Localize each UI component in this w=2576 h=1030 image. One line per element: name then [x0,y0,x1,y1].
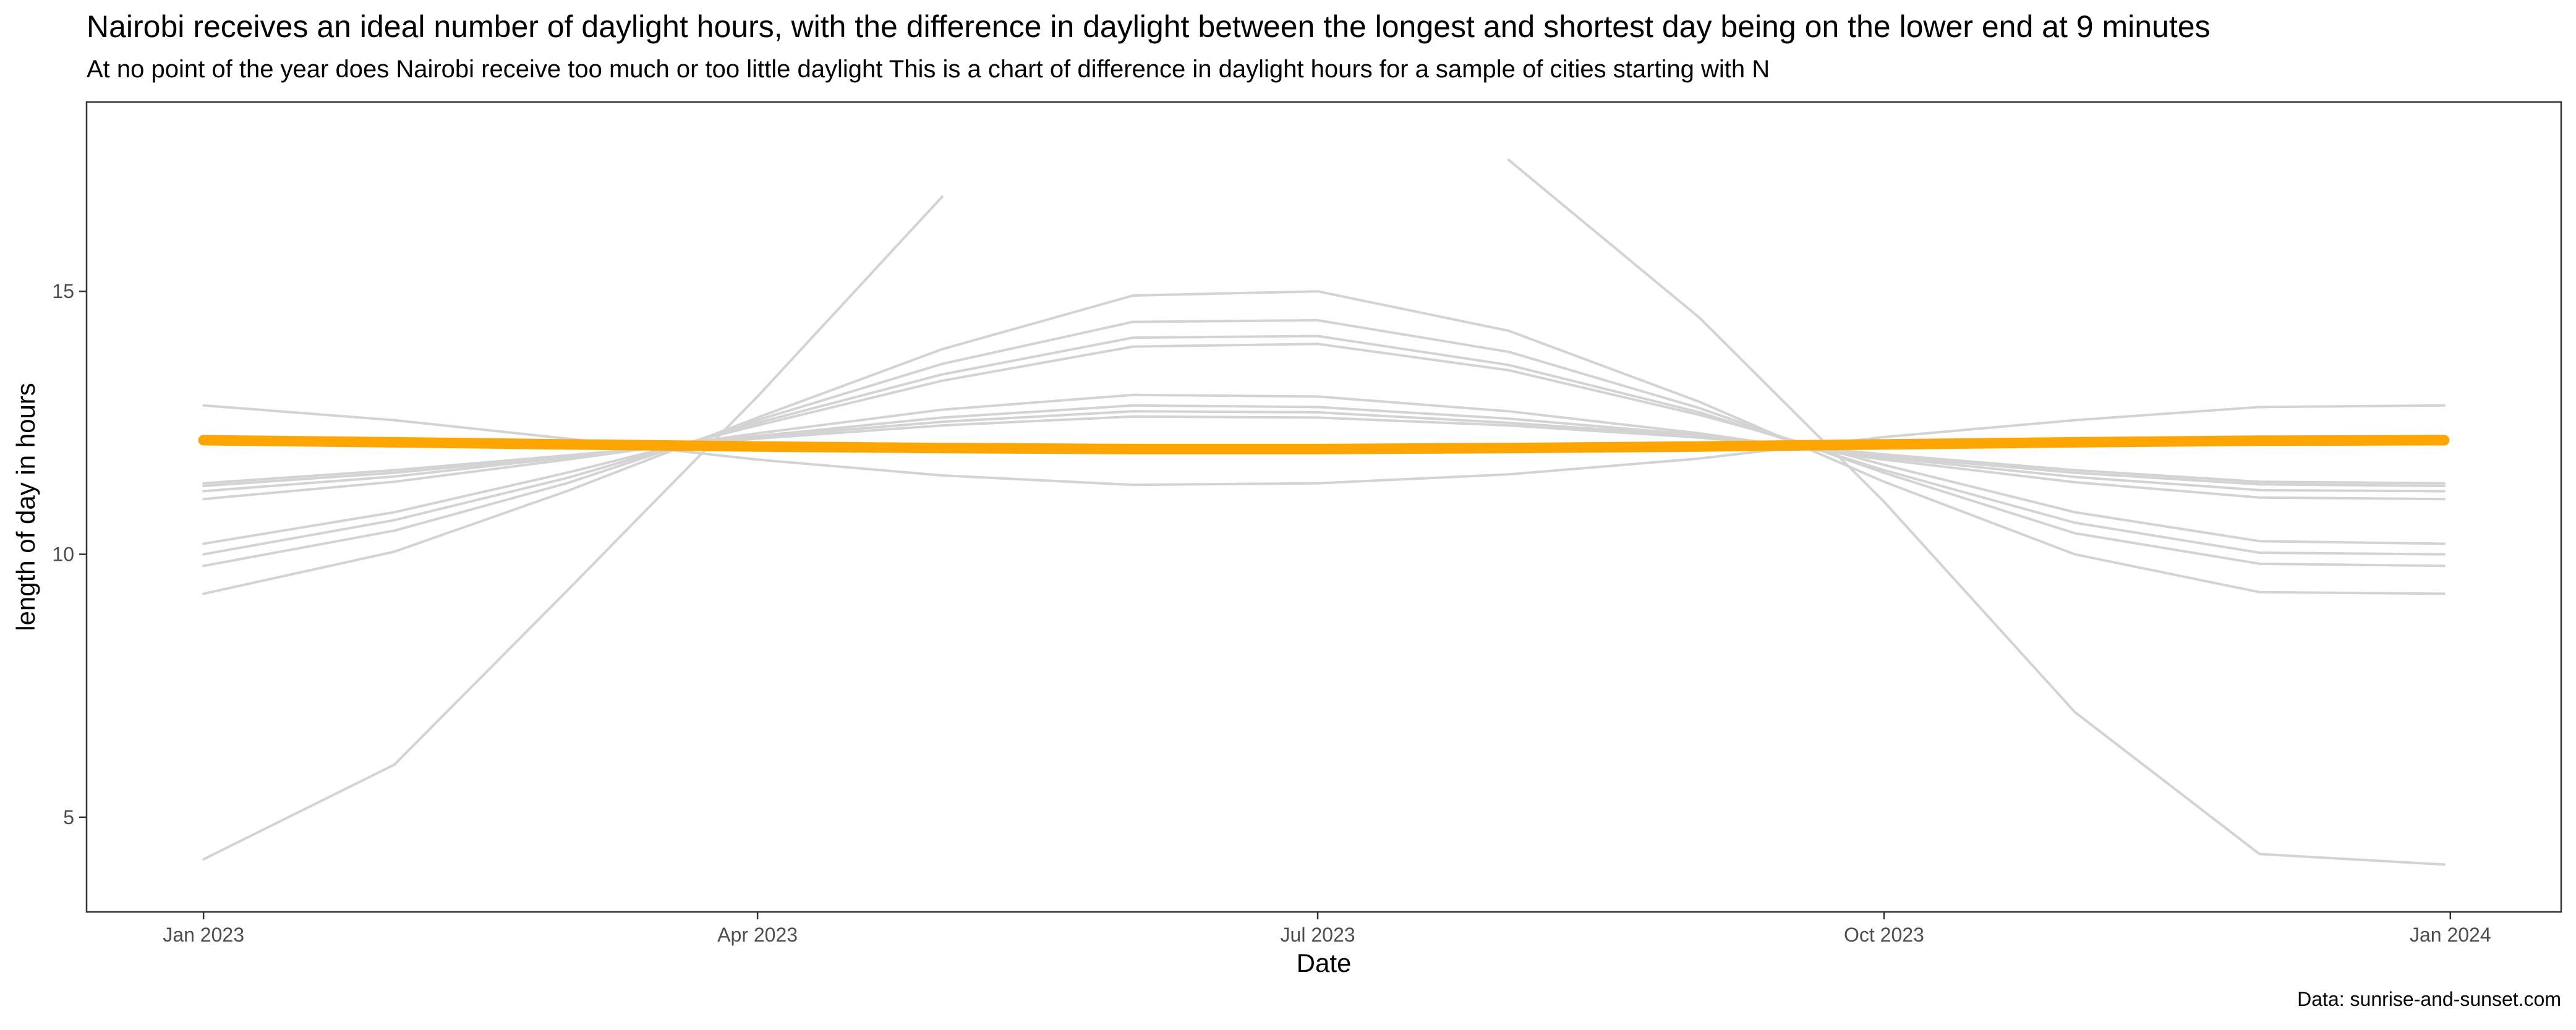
x-tick-label: Apr 2023 [717,924,798,946]
x-tick-label: Jan 2023 [163,924,244,946]
y-tick-label: 10 [52,543,74,566]
series-line-nairobi [198,435,2450,454]
plot-panel [85,101,2562,913]
series-line-city-4 [202,404,2446,487]
series-line-city-7 [202,319,2446,568]
y-tick-label: 5 [63,806,74,828]
x-axis-title: Date [1297,948,1352,977]
x-tick-label: Oct 2023 [1844,924,1924,946]
y-axis-title: length of day in hours [11,383,40,631]
series-line-city-8 [202,290,2446,595]
series-line-city-5 [202,343,2446,545]
series-line-city-6 [202,334,2446,556]
y-tick-label: 15 [52,280,74,302]
axis-layer: Jan 2023 Apr 2023 Jul 2023 Oct 2023 Jan 2024… [52,280,2491,946]
series-line-city-10 [1507,158,2446,866]
chart-title: Nairobi receives an ideal number of dayl… [87,9,2211,44]
x-tick-label: Jan 2024 [2410,924,2491,946]
x-tick-label: Jul 2023 [1281,924,1355,946]
data-source-caption: Data: sunrise-and-sunset.com [2297,988,2561,1010]
series-line-city-3 [202,393,2446,501]
series-line-city-2 [202,404,2446,493]
series-line-city-9 [202,195,944,861]
chart-subtitle: At no point of the year does Nairobi rec… [87,56,1770,83]
series-layer [198,158,2450,866]
